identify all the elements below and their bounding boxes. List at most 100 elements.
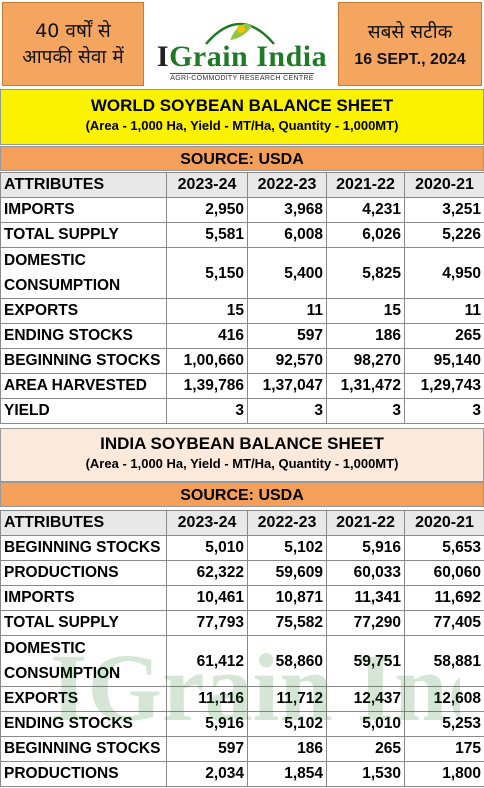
row-label: IMPORTS [0, 197, 167, 223]
row-label: IMPORTS [0, 585, 167, 611]
table-row: DOMESTIC CONSUMPTION 61,412 58,860 59,751 58… [0, 635, 484, 687]
row-value: 597 [247, 323, 327, 349]
india-title: INDIA SOYBEAN BALANCE SHEET [100, 434, 384, 453]
row-value: 1,530 [326, 761, 405, 787]
row-label: BEGINNING STOCKS [0, 535, 167, 561]
row-value: 95,140 [404, 348, 484, 374]
report-date: 16 SEPT., 2024 [354, 51, 466, 68]
column-header-year: 2020-21 [404, 172, 484, 198]
row-value: 5,825 [326, 247, 405, 299]
india-source: SOURCE: USDA [0, 482, 484, 507]
grain-leaf-icon [205, 22, 275, 45]
column-header-year: 2023-24 [166, 172, 248, 198]
table-row: ENDING STOCKS 416 597 186 265 [0, 323, 484, 349]
row-value: 265 [404, 323, 484, 349]
right-tagline: सबसे सटीक [367, 21, 453, 43]
row-value: 15 [166, 298, 248, 324]
row-value: 3,251 [404, 197, 484, 223]
row-label: DOMESTIC CONSUMPTION [0, 635, 167, 687]
row-label: DOMESTIC CONSUMPTION [0, 247, 167, 299]
world-title-banner: WORLD SOYBEAN BALANCE SHEET (Area - 1,00… [0, 89, 484, 145]
row-value: 6,008 [247, 222, 327, 248]
row-value: 75,582 [247, 610, 327, 636]
column-header-attributes: ATTRIBUTES [0, 172, 167, 198]
row-value: 15 [326, 298, 405, 324]
row-value: 5,010 [166, 535, 248, 561]
row-value: 11,712 [247, 686, 327, 712]
row-label: ENDING STOCKS [0, 323, 167, 349]
row-label: EXPORTS [0, 298, 167, 324]
row-value: 175 [404, 736, 484, 762]
table-row: TOTAL SUPPLY 5,581 6,008 6,026 5,226 [0, 222, 484, 248]
row-value: 59,751 [326, 635, 405, 687]
row-value: 5,226 [404, 222, 484, 248]
india-subtitle: (Area - 1,000 Ha, Yield - MT/Ha, Quantit… [85, 456, 399, 471]
column-header-year: 2021-22 [326, 510, 405, 536]
row-value: 12,608 [404, 686, 484, 712]
row-value: 60,033 [326, 560, 405, 586]
row-value: 11,692 [404, 585, 484, 611]
row-value: 5,581 [166, 222, 248, 248]
row-value: 11 [247, 298, 327, 324]
india-balance-table: ATTRIBUTES 2023-24 2022-23 2021-22 2020-21 BE… [0, 510, 484, 787]
row-value: 3 [247, 398, 327, 424]
india-title-banner: INDIA SOYBEAN BALANCE SHEET (Area - 1,00… [0, 428, 484, 482]
row-value: 2,034 [166, 761, 248, 787]
row-value: 62,322 [166, 560, 248, 586]
table-row: BEGINNING STOCKS 597 186 265 175 [0, 736, 484, 762]
table-row: ENDING STOCKS 5,916 5,102 5,010 5,253 [0, 711, 484, 737]
row-value: 3 [326, 398, 405, 424]
table-row: EXPORTS 11,116 11,712 12,437 12,608 [0, 686, 484, 712]
column-header-year: 2023-24 [166, 510, 248, 536]
table-row: BEGINNING STOCKS 5,010 5,102 5,916 5,653 [0, 535, 484, 561]
row-label: ENDING STOCKS [0, 711, 167, 737]
table-row: EXPORTS 15 11 15 11 [0, 298, 484, 324]
row-value: 1,31,472 [326, 373, 405, 399]
row-label: BEGINNING STOCKS [0, 736, 167, 762]
row-label: EXPORTS [0, 686, 167, 712]
row-label: PRODUCTIONS [0, 761, 167, 787]
row-value: 3,968 [247, 197, 327, 223]
row-value: 59,609 [247, 560, 327, 586]
row-value: 11,341 [326, 585, 405, 611]
table-row: IMPORTS 10,461 10,871 11,341 11,692 [0, 585, 484, 611]
table-row: PRODUCTIONS 2,034 1,854 1,530 1,800 [0, 761, 484, 787]
world-balance-table: ATTRIBUTES 2023-24 2022-23 2021-22 2020-21 IM… [0, 172, 484, 424]
row-value: 5,010 [326, 711, 405, 737]
row-value: 1,39,786 [166, 373, 248, 399]
row-value: 77,405 [404, 610, 484, 636]
row-value: 186 [326, 323, 405, 349]
world-title: WORLD SOYBEAN BALANCE SHEET [90, 96, 394, 115]
left-tagline: 40 वर्षों से आपकी सेवा में [22, 20, 124, 68]
column-header-year: 2022-23 [247, 172, 327, 198]
row-label: TOTAL SUPPLY [0, 610, 167, 636]
row-value: 186 [247, 736, 327, 762]
row-value: 5,253 [404, 711, 484, 737]
page-header: 40 वर्षों से आपकी सेवा में IGrain India … [0, 0, 484, 88]
table-row: DOMESTIC CONSUMPTION 5,150 5,400 5,825 4,950 [0, 247, 484, 299]
row-value: 3 [404, 398, 484, 424]
table-row: AREA HARVESTED 1,39,786 1,37,047 1,31,472 1,… [0, 373, 484, 399]
column-header-year: 2022-23 [247, 510, 327, 536]
row-value: 4,231 [326, 197, 405, 223]
column-header-year: 2020-21 [404, 510, 484, 536]
row-value: 416 [166, 323, 248, 349]
world-subtitle: (Area - 1,000 Ha, Yield - MT/Ha, Quantit… [85, 118, 399, 133]
row-value: 60,060 [404, 560, 484, 586]
row-value: 5,916 [166, 711, 248, 737]
table-row: PRODUCTIONS 62,322 59,609 60,033 60,060 [0, 560, 484, 586]
table-header-row: ATTRIBUTES 2023-24 2022-23 2021-22 2020-21 [0, 510, 484, 536]
row-label: PRODUCTIONS [0, 560, 167, 586]
row-value: 77,290 [326, 610, 405, 636]
table-row: IMPORTS 2,950 3,968 4,231 3,251 [0, 197, 484, 223]
row-value: 58,881 [404, 635, 484, 687]
row-label: AREA HARVESTED [0, 373, 167, 399]
brand-tagline: AGRI-COMMODITY RESEARCH CENTRE [170, 73, 314, 82]
row-value: 61,412 [166, 635, 248, 687]
row-label: TOTAL SUPPLY [0, 222, 167, 248]
row-label: YIELD [0, 398, 167, 424]
row-value: 6,026 [326, 222, 405, 248]
brand-logo: IGrain India AGRI-COMMODITY RESEARCH CEN… [148, 2, 336, 86]
row-value: 5,102 [247, 711, 327, 737]
row-value: 77,793 [166, 610, 248, 636]
